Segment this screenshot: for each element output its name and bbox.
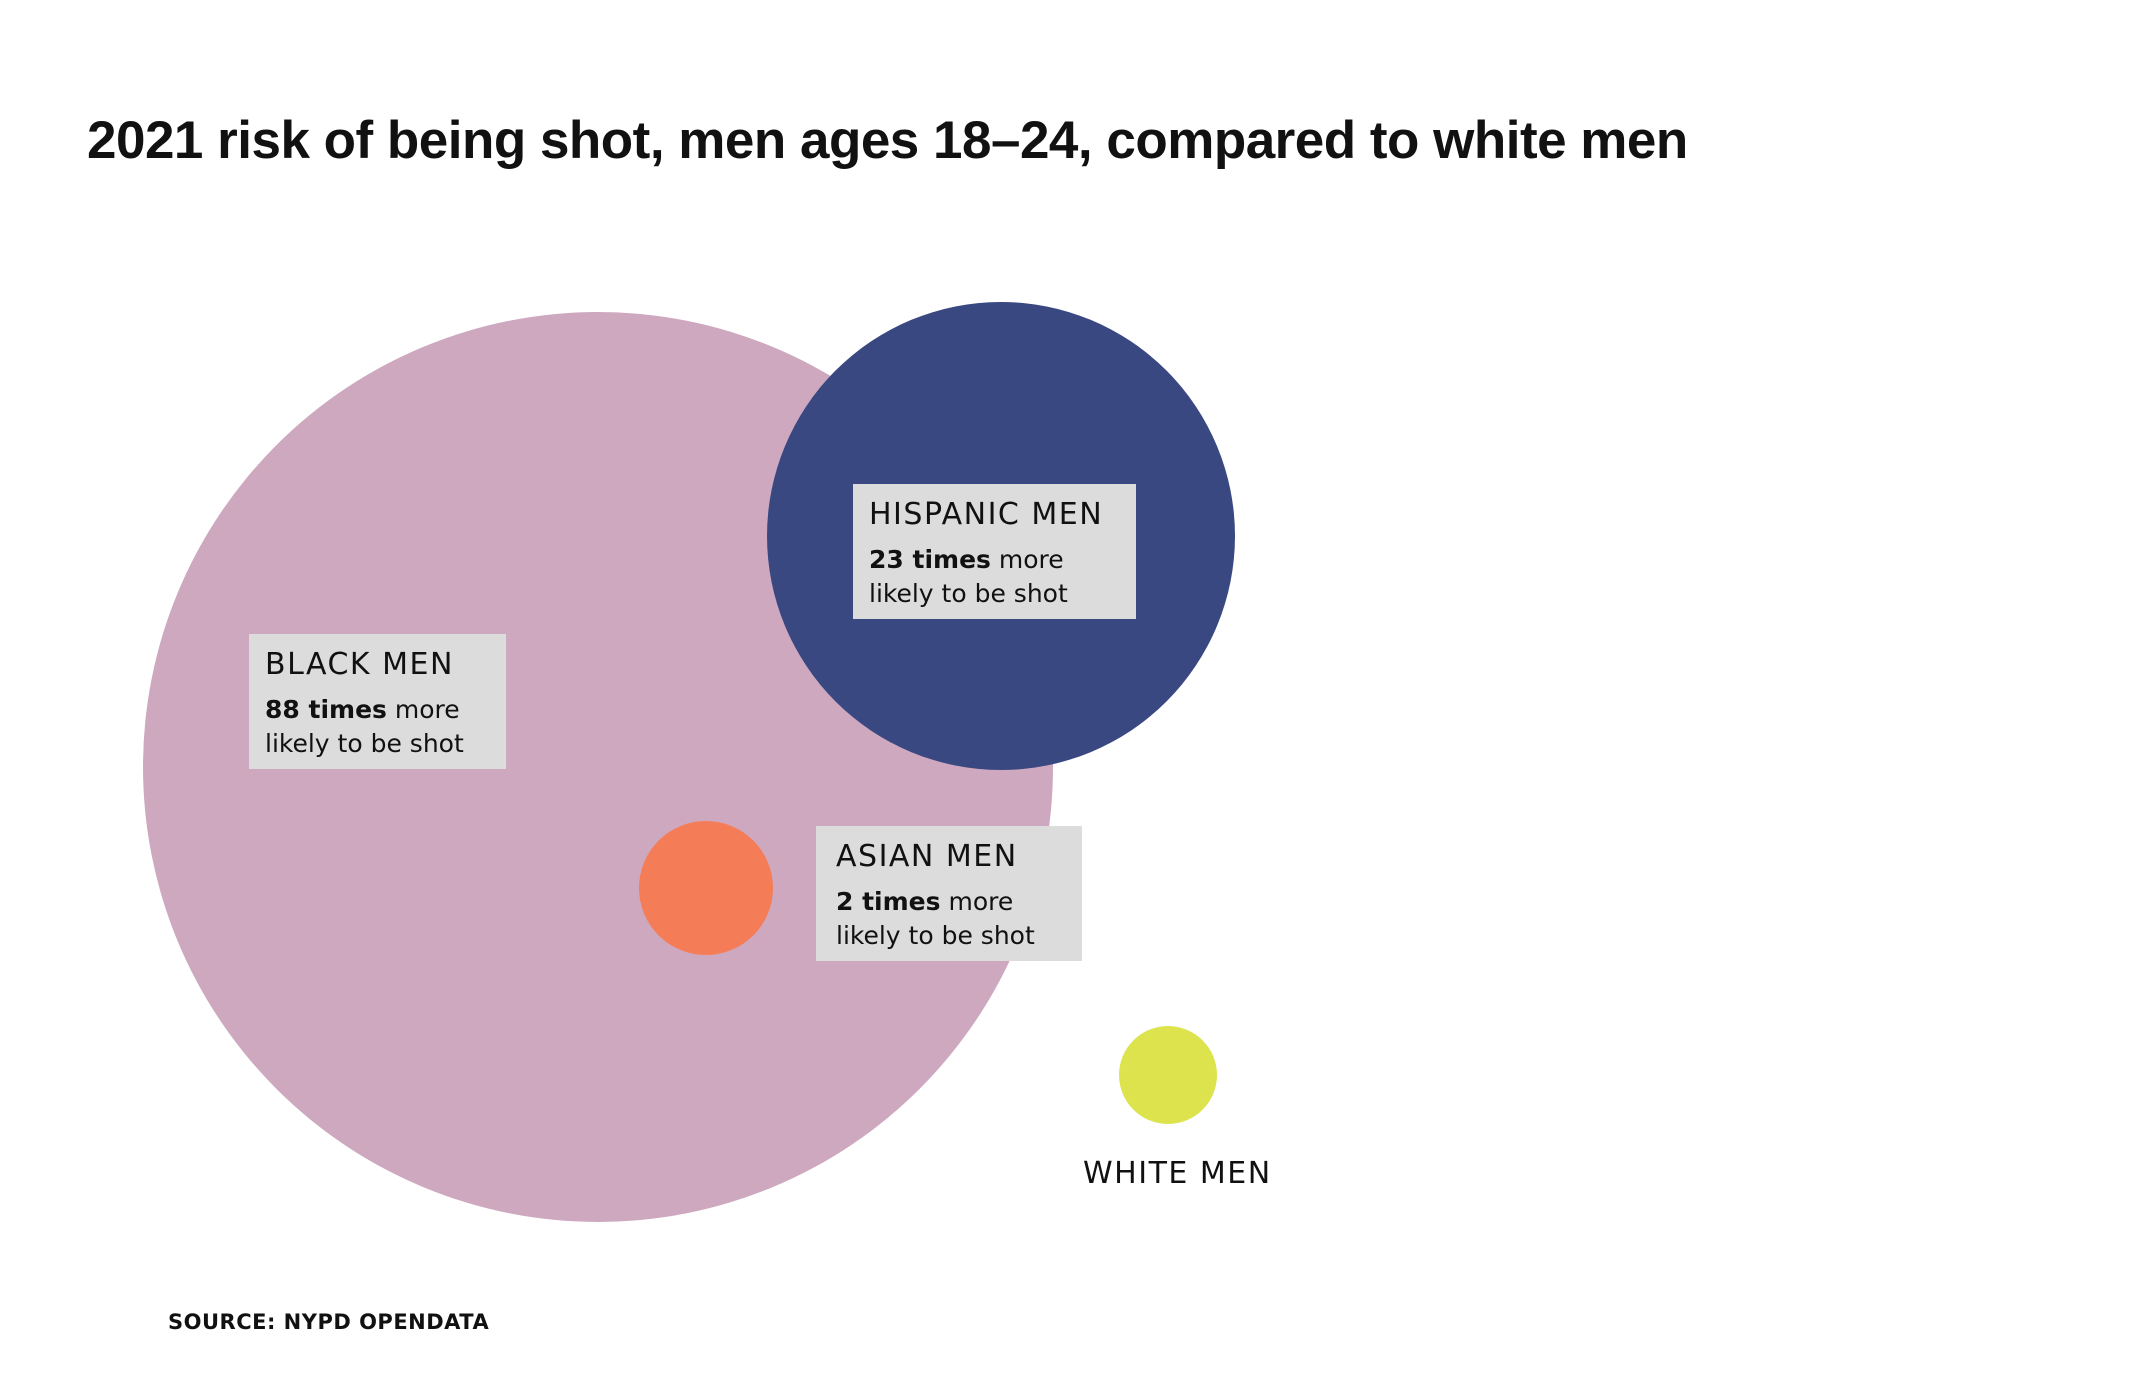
- label-hispanic-men-desc: 23 times more likely to be shot: [869, 543, 1120, 611]
- label-black-men-desc: 88 times more likely to be shot: [265, 693, 490, 761]
- label-asian-men-suffix-1: more: [948, 886, 1014, 916]
- label-black-men-name: BLACK MEN: [265, 647, 454, 682]
- label-hispanic-men-value: 23 times: [869, 544, 991, 574]
- label-box-black-men: BLACK MEN 88 times more likely to be sho…: [249, 634, 506, 769]
- label-asian-men-desc: 2 times more likely to be shot: [836, 885, 1066, 953]
- source-note: SOURCE: NYPD OPENDATA: [168, 1310, 490, 1334]
- label-asian-men-suffix-2: likely to be shot: [836, 920, 1035, 950]
- label-hispanic-men-suffix-2: likely to be shot: [869, 578, 1068, 608]
- chart-title: 2021 risk of being shot, men ages 18–24,…: [87, 111, 1688, 170]
- label-asian-men-value: 2 times: [836, 886, 941, 916]
- label-box-asian-men: ASIAN MEN 2 times more likely to be shot: [816, 826, 1082, 961]
- label-black-men-suffix-1: more: [394, 694, 460, 724]
- label-white-men-name: WHITE MEN: [1083, 1156, 1272, 1191]
- label-black-men-value: 88 times: [265, 694, 387, 724]
- label-black-men-suffix-2: likely to be shot: [265, 728, 464, 758]
- label-box-hispanic-men: HISPANIC MEN 23 times more likely to be …: [853, 484, 1136, 619]
- label-hispanic-men-suffix-1: more: [998, 544, 1064, 574]
- label-hispanic-men-name: HISPANIC MEN: [869, 497, 1104, 532]
- label-asian-men-name: ASIAN MEN: [836, 839, 1018, 874]
- bubble-white-men: [1119, 1026, 1217, 1124]
- bubble-asian-men: [639, 821, 773, 955]
